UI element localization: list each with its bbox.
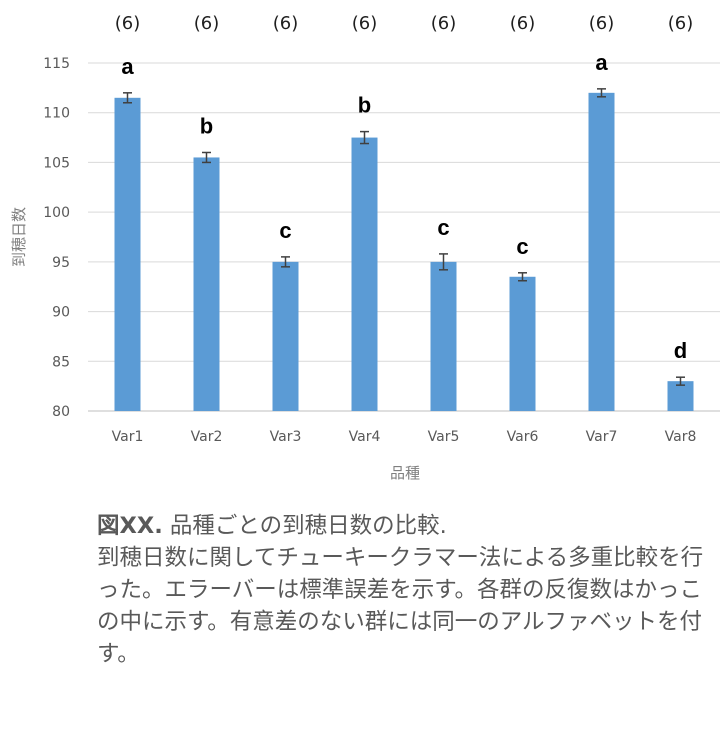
replicate-count-label: (6) xyxy=(510,13,536,34)
replicate-count-label: (6) xyxy=(115,13,141,34)
x-tick-label: Var8 xyxy=(665,429,697,445)
significance-letter: a xyxy=(121,54,134,79)
x-tick-label: Var7 xyxy=(586,429,618,445)
gridlines xyxy=(88,62,720,412)
y-tick-label: 85 xyxy=(52,354,70,370)
bar xyxy=(667,381,694,411)
replicate-count-label: (6) xyxy=(273,13,299,34)
bar-chart: 80 85 90 95 100 105 110 115 Var1 (6) a Var2 (6) b Var3… xyxy=(10,13,720,482)
error-bars xyxy=(123,88,685,386)
caption-body: 到穂日数に関してチューキークラマー法による多重比較を行った。エラーバーは標準誤差… xyxy=(97,545,704,667)
y-tick-label: 115 xyxy=(43,56,70,72)
y-axis-title: 到穂日数 xyxy=(10,207,28,267)
significance-letter: c xyxy=(437,215,449,240)
figure-caption: 図XX. 品種ごとの到穂日数の比較. 到穂日数に関してチューキークラマー法による… xyxy=(97,510,717,670)
significance-letter: b xyxy=(358,93,371,118)
x-tick-label: Var5 xyxy=(428,429,460,445)
replicate-count-label: (6) xyxy=(194,13,220,34)
x-tick-label: Var3 xyxy=(270,429,302,445)
caption-label: 図XX. xyxy=(97,513,163,539)
y-tick-label: 110 xyxy=(43,106,70,122)
significance-letter: a xyxy=(595,50,608,75)
bar xyxy=(272,261,299,411)
significance-letter: d xyxy=(674,338,687,363)
replicate-count-label: (6) xyxy=(431,13,457,34)
x-tick-label: Var4 xyxy=(349,429,381,445)
x-tick-label: Var1 xyxy=(112,429,144,445)
bar xyxy=(430,261,457,411)
replicate-count-label: (6) xyxy=(589,13,615,34)
y-tick-label: 80 xyxy=(52,404,70,420)
significance-letter: c xyxy=(516,234,528,259)
y-tick-label: 95 xyxy=(52,255,70,271)
replicate-count-label: (6) xyxy=(668,13,694,34)
y-tick-label: 105 xyxy=(43,155,70,171)
x-tick-label: Var6 xyxy=(507,429,539,445)
bar xyxy=(351,137,378,412)
bar xyxy=(193,157,220,411)
caption-title: 品種ごとの到穂日数の比較. xyxy=(162,513,447,539)
chart-labels: 80 85 90 95 100 105 110 115 Var1 (6) a Var2 (6) b Var3… xyxy=(43,13,696,445)
bar xyxy=(114,97,141,412)
bar xyxy=(509,276,536,411)
y-tick-label: 100 xyxy=(43,205,70,221)
bars xyxy=(114,92,694,412)
replicate-count-label: (6) xyxy=(352,13,378,34)
x-axis-title: 品種 xyxy=(390,464,420,482)
significance-letter: b xyxy=(200,113,213,138)
significance-letter: c xyxy=(279,218,291,243)
y-tick-label: 90 xyxy=(52,305,70,321)
x-tick-label: Var2 xyxy=(191,429,223,445)
bar xyxy=(588,92,615,411)
